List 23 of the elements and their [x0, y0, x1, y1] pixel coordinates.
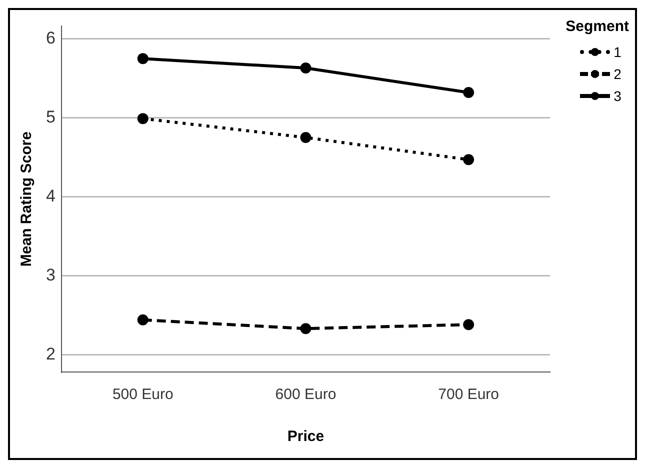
x-tick-label: 600 Euro — [275, 386, 336, 404]
y-tick-label: 6 — [46, 28, 56, 48]
point — [300, 62, 312, 74]
x-tick-label: 500 Euro — [112, 386, 174, 404]
y-axis-title: Mean Rating Score — [18, 132, 36, 267]
legend-title: Segment — [566, 18, 629, 35]
point — [137, 53, 148, 64]
legend-label: 1 — [614, 44, 622, 60]
point — [137, 113, 148, 124]
x-axis-title: Price — [287, 428, 324, 446]
legend-label: 2 — [614, 66, 622, 82]
y-tick-label: 4 — [46, 186, 56, 206]
point — [463, 87, 474, 98]
point — [300, 323, 312, 334]
point — [137, 314, 148, 326]
y-tick-label: 2 — [46, 344, 56, 364]
x-tick-label: 700 Euro — [438, 386, 500, 404]
point — [463, 319, 474, 330]
legend-label: 3 — [614, 88, 622, 104]
y-tick-label: 5 — [46, 107, 56, 126]
point — [463, 154, 474, 166]
y-tick-label: 3 — [46, 265, 56, 284]
point — [300, 132, 312, 144]
